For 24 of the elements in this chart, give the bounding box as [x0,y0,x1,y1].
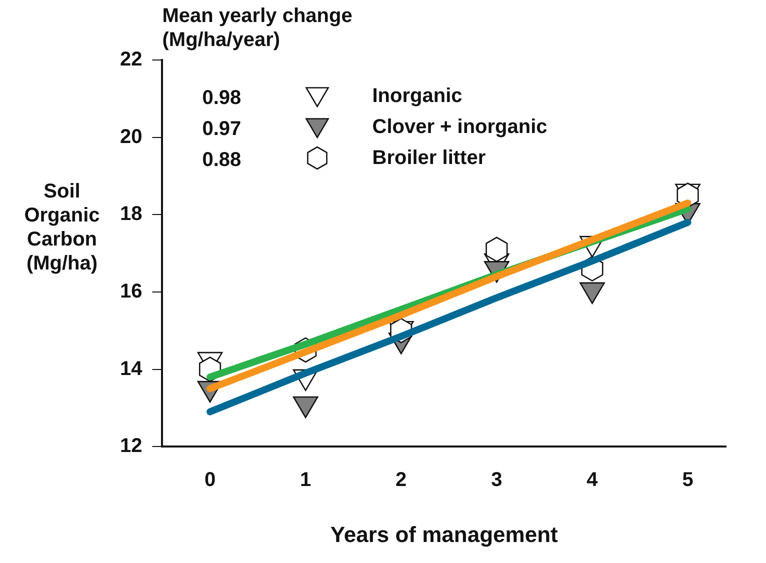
legend-label: Clover + inorganic [372,116,548,138]
legend-label: Broiler litter [372,147,486,169]
point [486,236,508,262]
annotation: 0.98 [202,87,242,109]
annotation: 0.97 [202,118,242,140]
x-tick-label: 2 [396,469,407,492]
annotation: 0.88 [202,149,242,171]
legend-title: Mean yearly change (Mg/ha/year) [162,5,352,51]
point [292,396,318,418]
x-tick-label: 3 [491,469,502,492]
x-tick-label: 4 [586,469,599,492]
y-tick-label: 12 [120,435,142,458]
y-tick-label: 22 [120,48,142,71]
y-tick-label: 14 [120,358,144,380]
x-tick-label: 0 [204,469,216,492]
y-tick-label: 16 [120,280,142,302]
x-tick-label: 5 [682,469,694,492]
point [580,282,605,304]
x-tick-label: 1 [300,469,312,492]
legend-label: Inorganic [372,85,462,107]
x-axis-title: Years of management [330,522,558,547]
y-tick-label: 20 [120,126,142,148]
y-axis-title: Soil Organic Carbon (Mg/ha) [24,180,100,274]
y-tick-label: 18 [120,203,142,226]
